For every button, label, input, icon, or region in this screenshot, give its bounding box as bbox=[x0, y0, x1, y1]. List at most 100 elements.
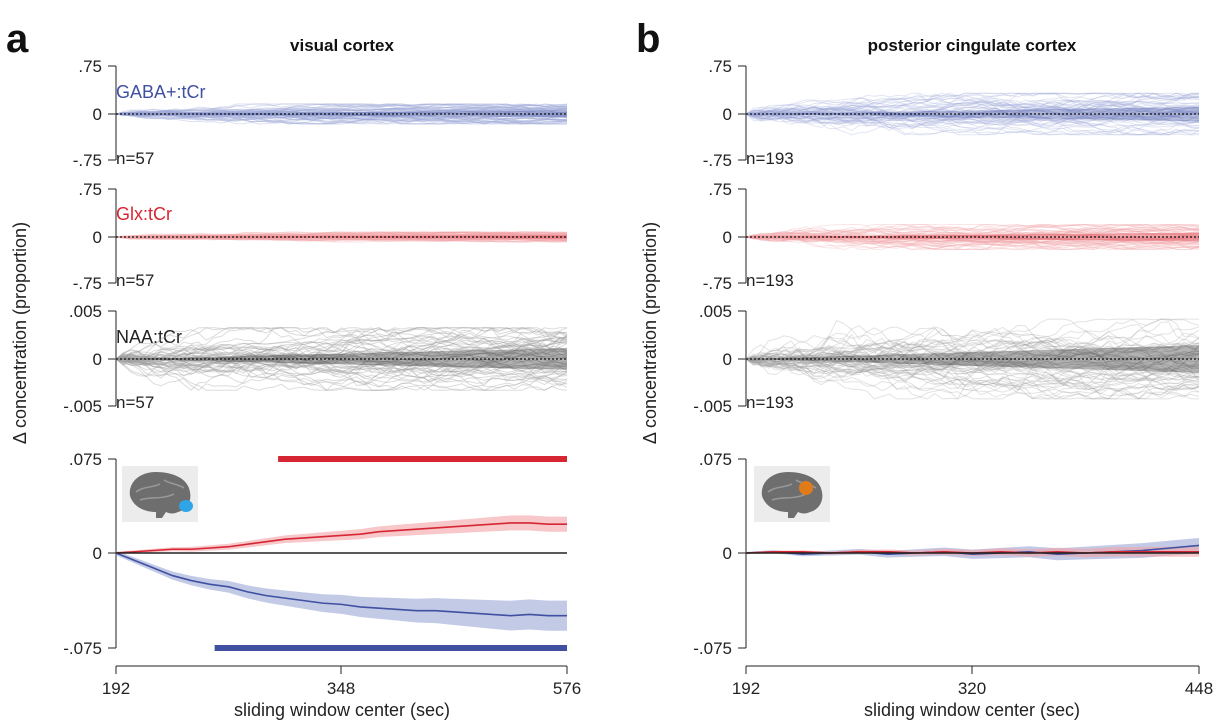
individual-line-a-gaba-tcr bbox=[115, 103, 568, 115]
individual-line-a-naa-tcr bbox=[115, 346, 568, 368]
individual-line-a-naa-tcr bbox=[115, 327, 568, 369]
individual-line-b-gaba-tcr bbox=[745, 104, 1200, 119]
n-label-glx-b: n=193 bbox=[746, 271, 794, 290]
individual-line-b-naa-tcr bbox=[745, 358, 1200, 399]
individual-line-a-gaba-tcr bbox=[115, 105, 568, 125]
individual-line-b-gaba-tcr bbox=[745, 109, 1200, 120]
individual-line-a-naa-tcr bbox=[115, 353, 568, 391]
individual-line-a-gaba-tcr bbox=[115, 111, 568, 121]
individual-line-a-gaba-tcr bbox=[115, 107, 568, 119]
individual-line-a-glx-tcr bbox=[115, 233, 568, 242]
y-tick-label-b-gaba-tcr-0: .75 bbox=[708, 57, 732, 76]
individual-line-a-naa-tcr bbox=[115, 338, 568, 363]
individual-line-b-gaba-tcr bbox=[745, 92, 1200, 118]
individual-line-a-gaba-tcr bbox=[115, 109, 568, 122]
individual-line-b-naa-tcr bbox=[745, 334, 1200, 377]
individual-line-b-gaba-tcr bbox=[745, 105, 1200, 136]
n-label-gaba-a: n=57 bbox=[116, 149, 154, 168]
individual-line-b-gaba-tcr bbox=[745, 107, 1200, 125]
individual-line-b-naa-tcr bbox=[745, 321, 1200, 376]
y-tick-label-a-gaba-tcr-0: .75 bbox=[78, 57, 102, 76]
individual-line-b-gaba-tcr bbox=[745, 102, 1200, 130]
individual-line-b-glx-tcr bbox=[745, 225, 1200, 247]
individual-line-b-naa-tcr bbox=[745, 354, 1200, 370]
individual-line-b-naa-tcr bbox=[745, 343, 1200, 385]
mean-line-a-glx-tcr bbox=[115, 522, 567, 554]
individual-line-a-gaba-tcr bbox=[115, 110, 568, 125]
individual-line-a-naa-tcr bbox=[115, 351, 568, 366]
y-tick-label-b-mean-2: -.075 bbox=[693, 639, 732, 658]
individual-line-a-gaba-tcr bbox=[115, 107, 568, 115]
y-tick-label-a-mean-1: 0 bbox=[93, 544, 102, 563]
individual-line-a-glx-tcr bbox=[115, 236, 568, 240]
individual-line-a-naa-tcr bbox=[115, 358, 568, 391]
individual-line-a-naa-tcr bbox=[115, 339, 568, 377]
individual-line-a-naa-tcr bbox=[115, 352, 568, 387]
individual-line-b-glx-tcr bbox=[745, 227, 1200, 244]
individual-line-a-naa-tcr bbox=[115, 351, 568, 382]
individual-line-a-gaba-tcr bbox=[115, 106, 568, 116]
individual-line-a-gaba-tcr bbox=[115, 109, 568, 119]
individual-line-b-naa-tcr bbox=[745, 344, 1200, 390]
individual-line-b-naa-tcr bbox=[745, 358, 1200, 374]
individual-line-a-gaba-tcr bbox=[115, 112, 568, 125]
individual-line-b-naa-tcr bbox=[745, 353, 1200, 378]
y-axis-label-a: Δ concentration (proportion) bbox=[10, 222, 30, 444]
individual-line-a-gaba-tcr bbox=[115, 106, 567, 116]
individual-line-a-glx-tcr bbox=[116, 235, 568, 241]
individual-line-b-gaba-tcr bbox=[745, 108, 1200, 136]
individual-line-a-gaba-tcr bbox=[115, 103, 568, 118]
individual-line-b-glx-tcr bbox=[745, 235, 1200, 245]
individual-line-a-naa-tcr bbox=[115, 332, 568, 369]
individual-line-b-gaba-tcr bbox=[745, 95, 1200, 120]
individual-line-b-naa-tcr bbox=[745, 318, 1199, 366]
individual-line-b-gaba-tcr bbox=[745, 110, 1200, 122]
individual-line-b-naa-tcr bbox=[745, 358, 1200, 383]
mean-line-a-gaba-tcr bbox=[115, 552, 567, 617]
y-tick-label-a-glx-tcr-1: 0 bbox=[93, 228, 102, 247]
individual-line-a-gaba-tcr bbox=[115, 107, 568, 117]
individual-line-b-glx-tcr bbox=[745, 231, 1200, 240]
y-tick-label-b-naa-tcr-1: 0 bbox=[723, 350, 732, 369]
individual-line-a-glx-tcr bbox=[115, 231, 568, 239]
y-tick-label-b-mean-0: .075 bbox=[699, 450, 732, 469]
individual-line-a-naa-tcr bbox=[115, 327, 568, 365]
individual-line-a-glx-tcr bbox=[115, 236, 568, 242]
individual-line-b-naa-tcr bbox=[745, 352, 1200, 400]
individual-line-b-naa-tcr bbox=[745, 352, 1200, 389]
individual-line-a-glx-tcr bbox=[115, 232, 568, 238]
individual-line-b-naa-tcr bbox=[745, 344, 1200, 381]
x-tick-label-a-192: 192 bbox=[102, 679, 130, 698]
individual-line-b-glx-tcr bbox=[745, 230, 1200, 250]
individual-line-b-glx-tcr bbox=[746, 234, 1200, 247]
individual-line-b-naa-tcr bbox=[745, 351, 1200, 383]
individual-line-a-glx-tcr bbox=[115, 235, 568, 243]
individual-line-a-naa-tcr bbox=[115, 335, 568, 362]
individual-line-b-gaba-tcr bbox=[745, 92, 1200, 117]
individual-line-b-glx-tcr bbox=[745, 226, 1200, 244]
individual-line-a-gaba-tcr bbox=[115, 106, 568, 119]
n-label-naa-a: n=57 bbox=[116, 393, 154, 412]
individual-line-b-gaba-tcr bbox=[745, 108, 1200, 122]
x-axis-label-b: sliding window center (sec) bbox=[864, 700, 1080, 720]
individual-line-a-naa-tcr bbox=[115, 347, 568, 385]
individual-line-a-gaba-tcr bbox=[115, 104, 568, 116]
individual-line-b-glx-tcr bbox=[745, 231, 1200, 238]
individual-line-a-glx-tcr bbox=[115, 232, 568, 238]
individual-line-a-gaba-tcr bbox=[115, 105, 568, 125]
individual-line-b-naa-tcr bbox=[745, 344, 1200, 365]
individual-line-b-naa-tcr bbox=[745, 341, 1200, 370]
individual-line-a-glx-tcr bbox=[115, 231, 568, 239]
brain-sagittal-visual-icon bbox=[122, 466, 198, 522]
individual-line-a-gaba-tcr bbox=[115, 112, 568, 124]
y-tick-label-a-gaba-tcr-2: -.75 bbox=[73, 151, 102, 170]
individual-line-b-gaba-tcr bbox=[745, 107, 1200, 129]
individual-line-b-gaba-tcr bbox=[745, 107, 1200, 119]
individual-line-a-glx-tcr bbox=[116, 235, 567, 238]
individual-line-b-naa-tcr bbox=[745, 339, 1200, 377]
individual-line-a-glx-tcr bbox=[115, 236, 567, 241]
individual-line-a-gaba-tcr bbox=[115, 104, 568, 115]
individual-line-b-glx-tcr bbox=[745, 226, 1200, 238]
individual-line-b-gaba-tcr bbox=[745, 98, 1200, 118]
individual-line-a-naa-tcr bbox=[115, 352, 568, 388]
